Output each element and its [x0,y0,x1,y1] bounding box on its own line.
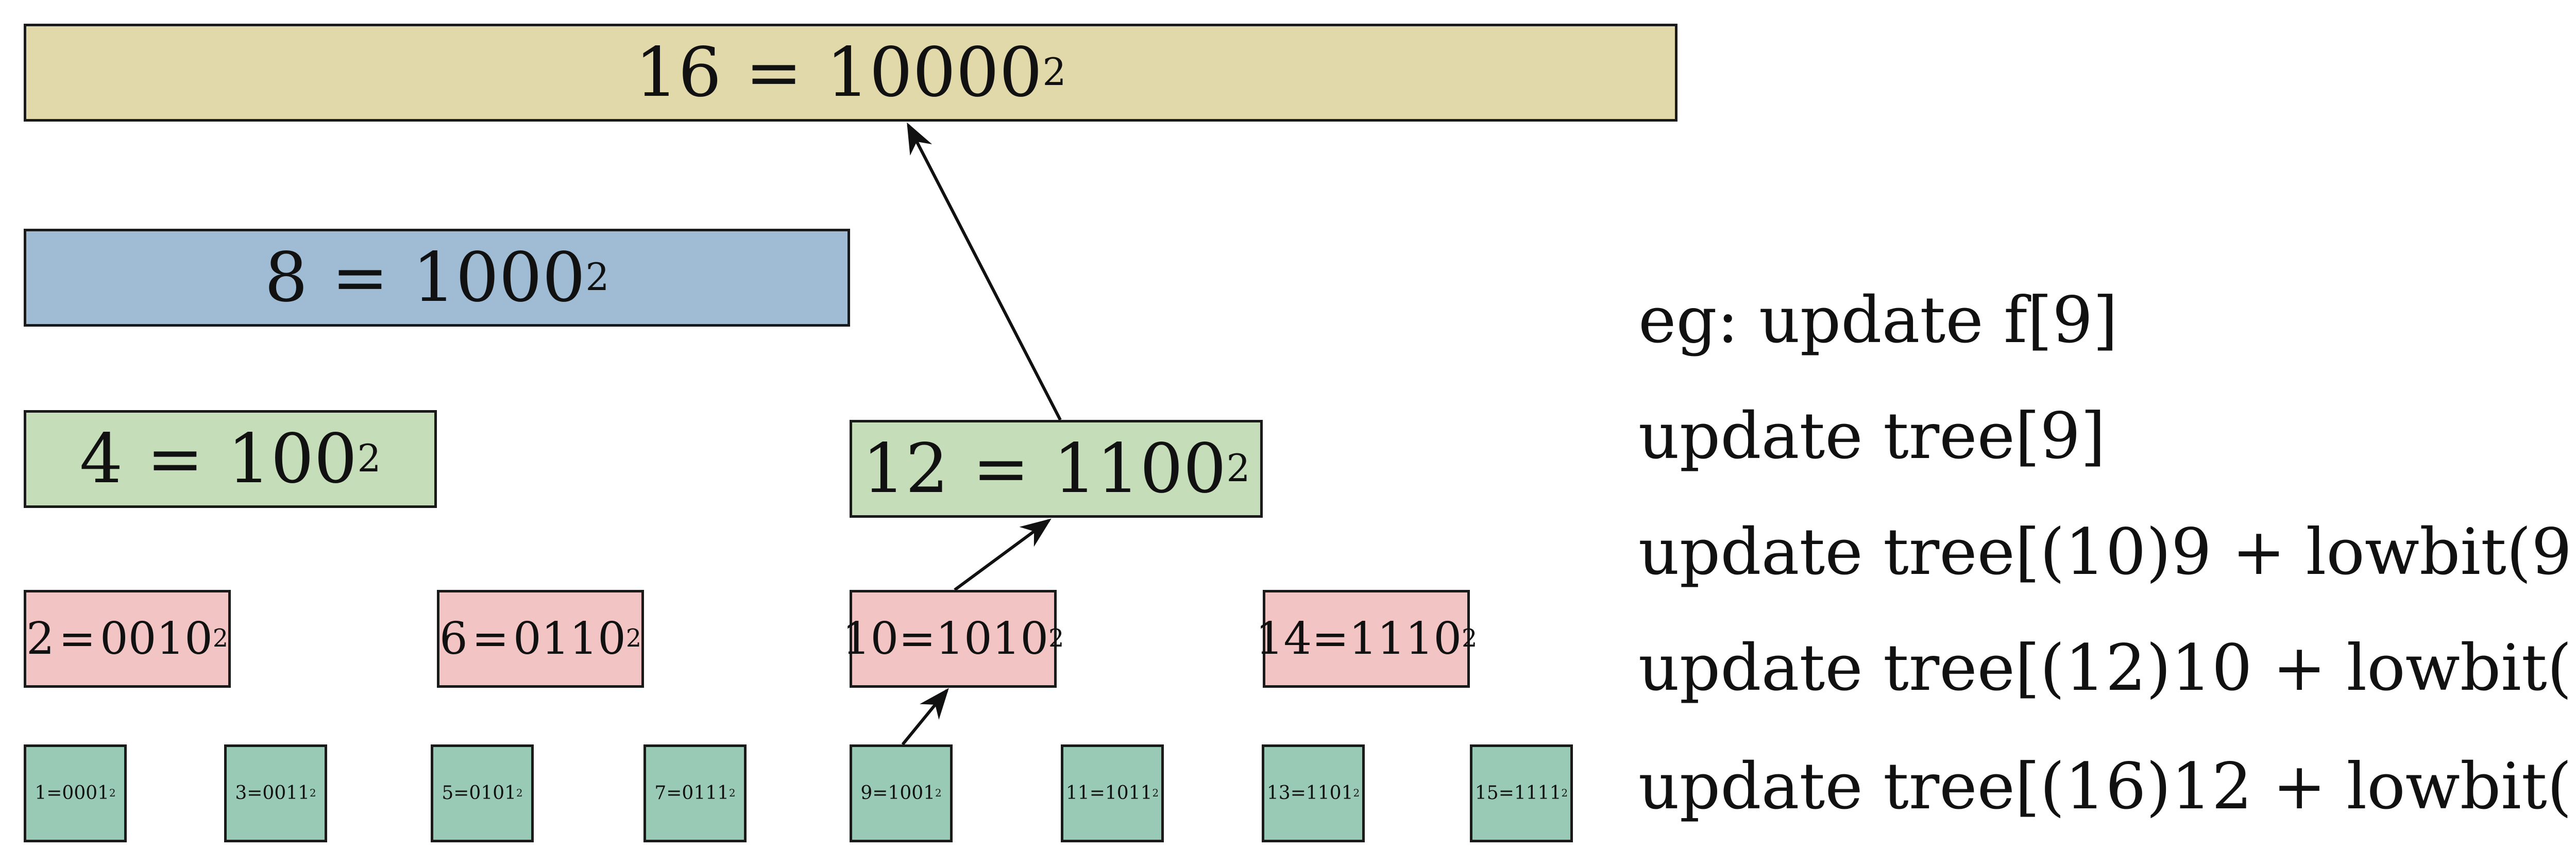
node-12: 12 = 1100 2 [850,420,1263,518]
node-16-equals: = [745,33,803,112]
node-2-binary: 0010 [100,613,213,665]
node-7: 7 = 0111 2 [643,744,747,842]
node-10: 10 = 1010 2 [842,590,1064,688]
node-9-equals: = [872,783,888,804]
node-9-index: 9 [860,783,873,804]
node-10-binary: 1010 [936,613,1049,665]
explanation-line-2: update tree[9] [1638,399,2106,473]
node-7-equals: = [666,783,682,804]
node-5-index: 5 [442,783,454,804]
arrow-12-to-16 [907,122,1062,421]
node-8-equals: = [331,238,389,317]
node-4-index: 4 [79,419,123,499]
explanation-line-1: eg: update f[9] [1638,283,2118,358]
node-16-index: 16 [635,33,722,112]
arrow-9-to-10 [901,688,949,745]
node-14-equals: = [1312,613,1349,665]
explanation-line-3: update tree[(10)9 + lowbit(9)] [1638,515,2576,589]
node-11-equals: = [1089,783,1105,804]
node-4-binary: 100 [227,419,358,499]
node-8-index: 8 [264,238,308,317]
node-9-binary: 1001 [888,783,936,804]
node-11-binary: 1011 [1105,783,1153,804]
node-10-index: 10 [842,613,899,665]
node-1-binary: 0001 [62,783,110,804]
node-3-equals: = [247,783,263,804]
node-12-equals: = [972,429,1030,508]
node-2-index: 2 [26,613,55,665]
node-5-binary: 0101 [469,783,517,804]
node-16: 16 = 10000 2 [24,24,1677,122]
node-10-equals: = [899,613,936,665]
node-5: 5 = 0101 2 [431,744,534,842]
node-14: 14 = 1110 2 [1256,590,1477,688]
node-6-equals: = [471,613,509,665]
node-3: 3 = 0011 2 [224,744,327,842]
node-13-equals: = [1290,783,1306,804]
node-6: 6 = 0110 2 [437,590,644,688]
arrow-10-to-12 [954,518,1052,591]
node-15-index: 15 [1475,783,1499,804]
node-16-binary: 10000 [826,33,1043,112]
node-4: 4 = 100 2 [24,410,437,508]
node-3-index: 3 [235,783,247,804]
node-7-binary: 0111 [682,783,730,804]
node-13-index: 13 [1266,783,1291,804]
node-6-binary: 0110 [513,613,626,665]
node-14-binary: 1110 [1349,613,1462,665]
node-14-index: 14 [1255,613,1312,665]
node-13: 13 = 1101 2 [1262,744,1365,842]
node-11-index: 11 [1065,783,1090,804]
node-9: 9 = 1001 2 [850,744,953,842]
node-12-binary: 1100 [1053,429,1227,508]
node-2: 2 = 0010 2 [24,590,231,688]
node-12-index: 12 [862,429,949,508]
node-15: 15 = 1111 2 [1470,744,1573,842]
node-1: 1 = 0001 2 [24,744,127,842]
node-1-equals: = [46,783,62,804]
node-13-binary: 1101 [1306,783,1353,804]
node-11: 11 = 1011 2 [1061,744,1164,842]
node-15-binary: 1111 [1514,783,1562,804]
explanation-line-4: update tree[(12)10 + lowbit(10)] [1638,631,2576,705]
node-15-equals: = [1498,783,1514,804]
node-7-index: 7 [654,783,667,804]
node-2-equals: = [58,613,96,665]
node-8: 8 = 1000 2 [24,229,850,327]
node-5-equals: = [453,783,469,804]
node-4-equals: = [146,419,204,499]
node-1-index: 1 [35,783,47,804]
node-3-binary: 0011 [262,783,310,804]
explanation-line-5: update tree[(16)12 + lowbit(12)] [1638,750,2576,824]
node-6-index: 6 [439,613,468,665]
node-8-binary: 1000 [412,238,586,317]
